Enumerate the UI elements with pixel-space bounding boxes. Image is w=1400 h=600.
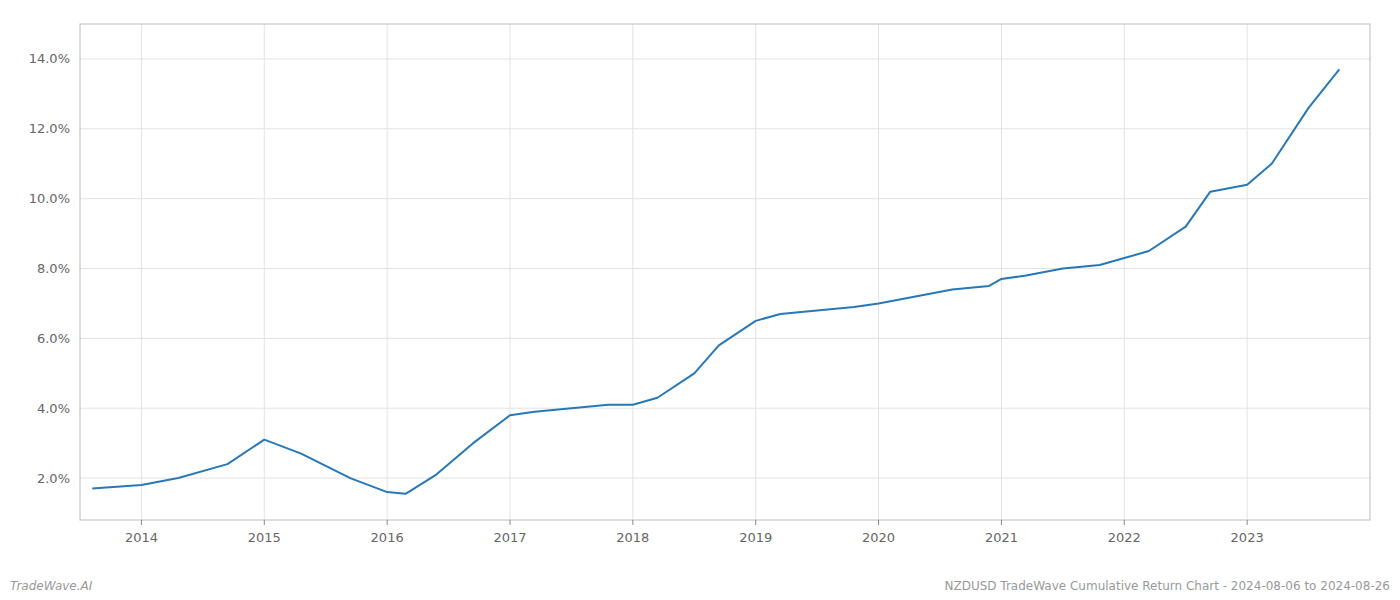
plot-frame <box>80 24 1370 520</box>
x-tick-label: 2014 <box>125 530 158 545</box>
x-tick-label: 2019 <box>739 530 772 545</box>
x-tick <box>1124 520 1125 525</box>
y-tick-label: 10.0% <box>29 191 70 206</box>
x-tick-label: 2020 <box>862 530 895 545</box>
x-tick <box>1247 520 1248 525</box>
grid <box>80 24 1370 520</box>
y-grid-line <box>80 128 1370 129</box>
x-tick <box>387 520 388 525</box>
chart-svg: 2014 2015 2016 2017 2018 2019 2020 2021 2022 2023… <box>0 0 1400 600</box>
x-grid-line <box>755 24 756 520</box>
x-tick-label: 2023 <box>1231 530 1264 545</box>
x-tick-label: 2021 <box>985 530 1018 545</box>
x-grid-line <box>387 24 388 520</box>
x-tick <box>141 520 142 525</box>
y-tick-label: 14.0% <box>29 51 70 66</box>
x-tick <box>1001 520 1002 525</box>
y-tick-label: 6.0% <box>37 331 70 346</box>
x-grid-line <box>878 24 879 520</box>
y-grid-line <box>80 58 1370 59</box>
y-grid-line <box>80 338 1370 339</box>
x-tick-label: 2022 <box>1108 530 1141 545</box>
x-tick-label: 2016 <box>371 530 404 545</box>
x-grid-line <box>1001 24 1002 520</box>
y-tick-label: 12.0% <box>29 121 70 136</box>
x-grid-line <box>632 24 633 520</box>
data-group <box>92 69 1339 493</box>
x-grid-line <box>141 24 142 520</box>
y-grid-line <box>80 268 1370 269</box>
x-tick <box>755 520 756 525</box>
x-tick <box>264 520 265 525</box>
x-tick-label: 2015 <box>248 530 281 545</box>
x-grid-line <box>1124 24 1125 520</box>
x-tick <box>632 520 633 525</box>
x-grid-line <box>1247 24 1248 520</box>
y-tick-label: 2.0% <box>37 471 70 486</box>
footer-text: TradeWave.AI <box>10 579 93 593</box>
y-tick-label: 8.0% <box>37 261 70 276</box>
footer-text: NZDUSD TradeWave Cumulative Return Chart… <box>944 579 1390 593</box>
chart-container: 2014 2015 2016 2017 2018 2019 2020 2021 2022 2023… <box>0 0 1400 600</box>
data-line <box>92 69 1339 493</box>
x-tick <box>878 520 879 525</box>
y-grid-line <box>80 198 1370 199</box>
x-tick <box>510 520 511 525</box>
x-grid-line <box>510 24 511 520</box>
y-grid-line <box>80 408 1370 409</box>
x-tick-label: 2018 <box>616 530 649 545</box>
y-tick-label: 4.0% <box>37 401 70 416</box>
x-grid-line <box>264 24 265 520</box>
axes: 2014 2015 2016 2017 2018 2019 2020 2021 2022 2023… <box>29 51 1264 545</box>
y-grid-line <box>80 478 1370 479</box>
x-tick-label: 2017 <box>493 530 526 545</box>
